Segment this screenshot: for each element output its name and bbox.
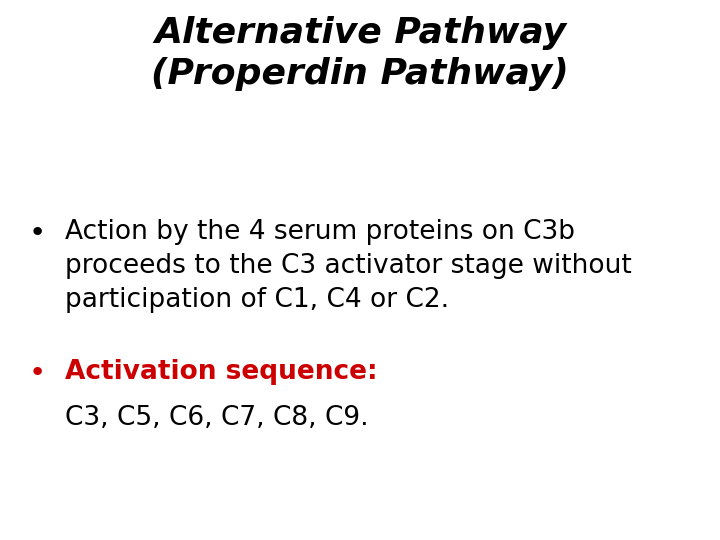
Text: •: •: [29, 359, 46, 387]
Text: Activation sequence:: Activation sequence:: [65, 359, 377, 385]
Text: •: •: [29, 219, 46, 247]
Text: Action by the 4 serum proteins on C3b
proceeds to the C3 activator stage without: Action by the 4 serum proteins on C3b pr…: [65, 219, 631, 313]
Text: C3, C5, C6, C7, C8, C9.: C3, C5, C6, C7, C8, C9.: [65, 405, 369, 431]
Text: Alternative Pathway
(Properdin Pathway): Alternative Pathway (Properdin Pathway): [151, 16, 569, 91]
